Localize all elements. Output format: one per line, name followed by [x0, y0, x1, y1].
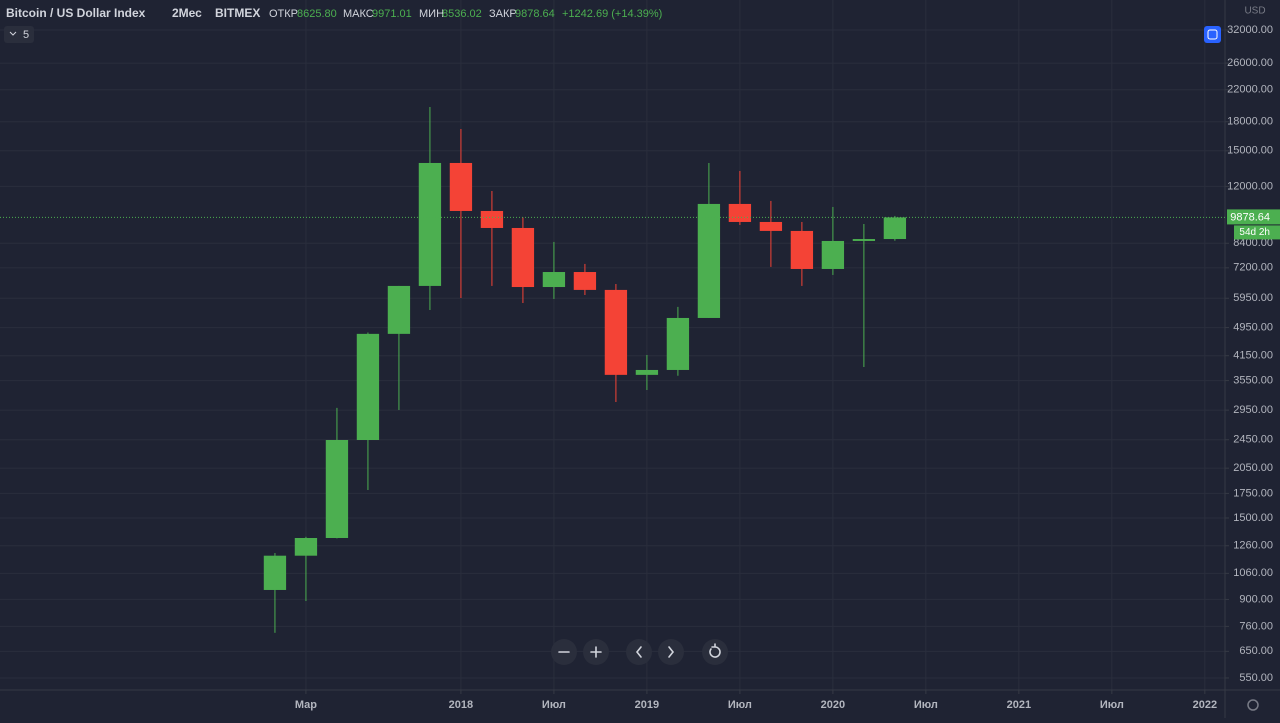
candle-body: [852, 239, 876, 241]
candle-body: [728, 203, 752, 222]
y-tick-label: 5950.00: [1233, 292, 1273, 304]
candle-body: [821, 240, 845, 269]
candle-body: [635, 369, 659, 375]
y-tick-label: 1750.00: [1233, 487, 1273, 499]
indicators-count: 5: [23, 29, 29, 41]
x-tick-label: 2021: [1007, 699, 1031, 711]
y-tick-label: 2950.00: [1233, 404, 1273, 416]
y-tick-label: 15000.00: [1227, 145, 1273, 157]
countdown: 54d 2h: [1239, 227, 1270, 238]
open-label: ОТКР: [269, 8, 298, 20]
x-tick-label: 2019: [635, 699, 659, 711]
exchange: BITMEX: [215, 6, 260, 20]
high-value: 9971.01: [372, 8, 412, 20]
y-tick-label: 760.00: [1239, 620, 1273, 632]
candle-body: [325, 439, 349, 538]
candle-body: [666, 317, 690, 370]
candle-body: [449, 162, 473, 211]
indicators-toggle[interactable]: 5: [4, 26, 34, 43]
candle-body: [883, 217, 907, 240]
x-tick-label: Июл: [1100, 699, 1124, 711]
y-tick-label: 650.00: [1239, 645, 1273, 657]
y-tick-label: 4150.00: [1233, 350, 1273, 362]
y-tick-label: 2450.00: [1233, 434, 1273, 446]
x-tick-label: Июл: [728, 699, 752, 711]
candle-body: [697, 203, 721, 318]
candle-body: [759, 221, 783, 231]
y-tick-label: 8400.00: [1233, 237, 1273, 249]
x-tick-label: Мар: [295, 699, 317, 711]
y-tick-label: 18000.00: [1227, 116, 1273, 128]
last-price-label: 9878.64: [1230, 211, 1270, 223]
scroll-right-button[interactable]: [658, 639, 684, 665]
candle-body: [790, 230, 814, 269]
y-tick-label: 7200.00: [1233, 262, 1273, 274]
candle-body: [387, 285, 411, 334]
scroll-left-button[interactable]: [626, 639, 652, 665]
low-label: МИН: [419, 8, 444, 20]
scale-button[interactable]: [1204, 26, 1221, 43]
y-tick-label: 26000.00: [1227, 57, 1273, 69]
candle-body: [542, 272, 566, 288]
change: +1242.69 (+14.39%): [562, 8, 662, 20]
x-tick-label: 2022: [1193, 699, 1217, 711]
y-tick-label: 900.00: [1239, 593, 1273, 605]
close-value: 9878.64: [515, 8, 555, 20]
y-tick-label: 550.00: [1239, 672, 1273, 684]
candles: [263, 106, 907, 633]
y-tick-label: 1060.00: [1233, 567, 1273, 579]
x-tick-label: 2018: [449, 699, 473, 711]
candle-body: [573, 272, 597, 290]
x-tick-label: Июл: [542, 699, 566, 711]
reset-button[interactable]: [702, 639, 728, 665]
candle-body: [418, 162, 442, 286]
close-label: ЗАКР: [489, 8, 517, 20]
candle-body: [263, 555, 287, 590]
low-value: 8536.02: [442, 8, 482, 20]
candle-body: [480, 210, 504, 228]
countdown-box: [1234, 225, 1280, 240]
candle-body: [294, 537, 318, 556]
interval: 2Мес: [172, 6, 202, 20]
y-tick-label: 32000.00: [1227, 24, 1273, 36]
y-tick-label: 3550.00: [1233, 375, 1273, 387]
zoom-out-button[interactable]: [551, 639, 577, 665]
high-label: МАКС: [343, 8, 374, 20]
y-tick-label: 4950.00: [1233, 321, 1273, 333]
y-tick-label: 12000.00: [1227, 180, 1273, 192]
open-value: 8625.80: [297, 8, 337, 20]
settings-button[interactable]: [1247, 699, 1259, 711]
y-tick-label: 22000.00: [1227, 84, 1273, 96]
y-tick-label: 2050.00: [1233, 462, 1273, 474]
currency: USD: [1244, 6, 1265, 17]
candle-body: [356, 333, 380, 440]
x-tick-label: Июл: [914, 699, 938, 711]
zoom-in-button[interactable]: [583, 639, 609, 665]
y-tick-label: 1260.00: [1233, 540, 1273, 552]
symbol: Bitcoin / US Dollar Index: [6, 6, 146, 20]
x-tick-label: 2020: [821, 699, 845, 711]
last-price-box: [1227, 209, 1280, 225]
y-tick-label: 1500.00: [1233, 512, 1273, 524]
candle-body: [511, 227, 535, 288]
candle-body: [604, 289, 628, 375]
